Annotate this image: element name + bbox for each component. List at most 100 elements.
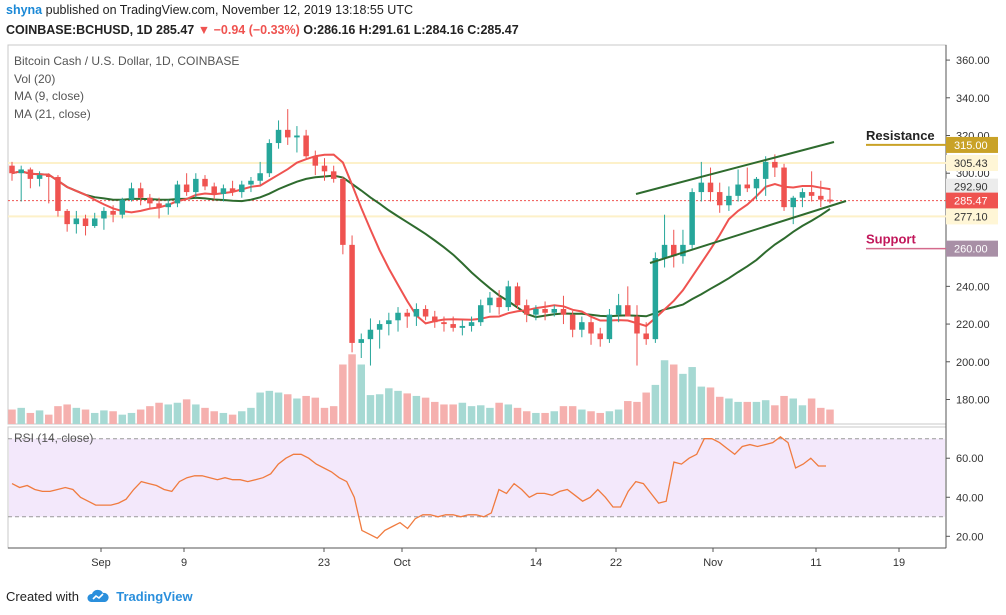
candle-body <box>606 314 613 340</box>
volume-bar <box>329 406 338 424</box>
volume-bar <box>385 388 393 424</box>
candle <box>9 161 15 181</box>
candle-body <box>413 308 420 317</box>
time-tick-label: 14 <box>530 557 542 569</box>
tradingview-logo-icon <box>87 589 109 606</box>
volume-bar <box>81 409 90 424</box>
candle <box>257 161 263 185</box>
candle-body <box>615 305 622 315</box>
candle <box>818 180 824 208</box>
volume-bar <box>679 373 687 424</box>
candle <box>799 188 806 208</box>
volume-bar <box>780 395 788 424</box>
rsi-tick-label: 20.00 <box>956 531 984 543</box>
volume-bar <box>375 394 384 424</box>
candle-body <box>18 169 24 174</box>
candle-body <box>183 184 190 193</box>
candle <box>156 197 162 219</box>
candle-body <box>625 305 631 317</box>
price-badge-label: 292.90 <box>954 182 988 194</box>
author-name[interactable]: shyna <box>6 3 43 17</box>
candle-body <box>560 308 567 315</box>
volume-bar <box>486 407 494 424</box>
candle <box>597 327 603 347</box>
volume-bar <box>532 412 540 424</box>
publication-text: published on TradingView.com, November 1… <box>45 3 413 17</box>
volume-bar <box>568 406 577 424</box>
legend-volume[interactable]: Vol (20) <box>14 71 56 86</box>
volume-bar <box>192 404 200 424</box>
legend-ma21[interactable]: MA (21, close) <box>14 106 91 121</box>
candle <box>294 126 300 153</box>
candle <box>698 161 705 202</box>
candle <box>266 139 273 177</box>
time-tick-label: 23 <box>318 557 330 569</box>
candle <box>579 316 585 338</box>
volume-bar <box>228 414 237 424</box>
candle-body <box>698 182 705 193</box>
candle-body <box>330 171 337 179</box>
legend-ma9[interactable]: MA (9, close) <box>14 89 85 103</box>
price-tick-label: 240.00 <box>956 281 990 293</box>
candle <box>110 205 116 223</box>
candle-body <box>165 203 171 208</box>
price-tick-label: 180.00 <box>956 394 990 406</box>
candle <box>64 209 70 232</box>
rsi-legend[interactable]: RSI (14, close) <box>14 431 94 445</box>
candle <box>386 312 392 336</box>
volume-bar <box>504 404 513 424</box>
price-badge <box>946 192 998 209</box>
candle-body <box>487 297 493 306</box>
candle <box>808 171 815 202</box>
symbol-bar: COINBASE:BCHUSD, 1D 285.47 ▼ −0.94 (−0.3… <box>0 21 1006 41</box>
candle-body <box>643 333 649 340</box>
candle <box>781 163 787 211</box>
volume-bar <box>752 401 761 424</box>
candle <box>615 293 622 323</box>
candle-body <box>110 210 116 215</box>
candle-body <box>202 178 208 187</box>
price-tick-label: 360.00 <box>956 55 990 67</box>
candle-body <box>147 197 153 204</box>
time-tick-label: 9 <box>181 557 187 569</box>
volume-bar <box>26 412 35 424</box>
price-change: −0.94 (−0.33%) <box>213 23 300 37</box>
volume-bar <box>522 411 531 424</box>
candle-body <box>101 210 107 219</box>
symbol-row: COINBASE:BCHUSD, 1D 285.47 ▼ −0.94 (−0.3… <box>6 23 519 37</box>
candle <box>248 176 254 193</box>
volume-bar <box>421 397 430 424</box>
rsi-tick-label: 60.00 <box>956 453 984 465</box>
candle <box>376 320 383 349</box>
candle <box>367 318 374 366</box>
candle-body <box>27 169 34 179</box>
candle <box>321 158 328 181</box>
volume-bar <box>440 404 448 424</box>
candle-body <box>193 178 199 193</box>
candle-body <box>753 178 760 189</box>
volume-bar <box>642 392 650 424</box>
volume-bar <box>274 392 283 424</box>
volume-bar <box>789 398 797 424</box>
tradingview-brand[interactable]: TradingView <box>116 589 193 604</box>
time-tick-label: 11 <box>810 557 821 569</box>
candle <box>707 167 714 202</box>
candle-body <box>744 184 751 189</box>
volume-bar <box>127 412 136 424</box>
candle <box>523 299 530 323</box>
candle-body <box>349 244 355 343</box>
rsi-line <box>11 435 826 539</box>
volume-bar <box>45 414 53 424</box>
volume-bar <box>17 407 25 424</box>
symbol-name[interactable]: COINBASE:BCHUSD, 1D <box>6 23 153 37</box>
candle <box>147 193 153 210</box>
candle <box>441 316 447 332</box>
volume-bar <box>136 409 145 424</box>
volume-bar <box>587 411 595 424</box>
volume-bar <box>201 407 209 424</box>
volume-bar <box>614 409 623 424</box>
candle-body <box>64 210 70 225</box>
volume-bar <box>559 406 568 424</box>
volume-bar <box>826 409 834 424</box>
